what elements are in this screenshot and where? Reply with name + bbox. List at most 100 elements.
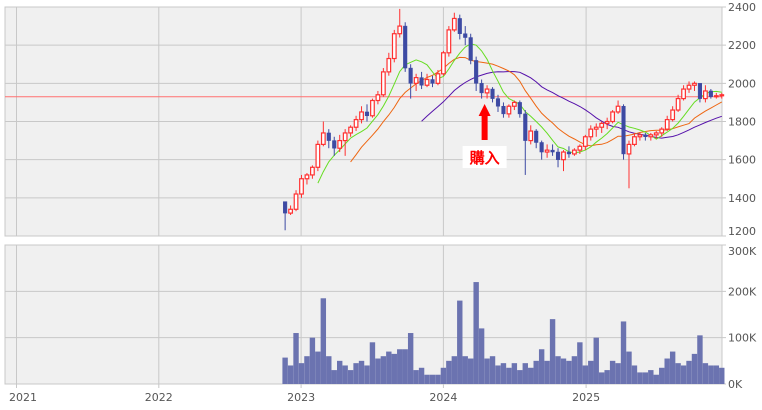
candle-up	[670, 109, 676, 121]
volume-bar	[631, 365, 638, 384]
candle-down	[643, 134, 648, 138]
candle-up	[713, 95, 719, 98]
volume-bar	[669, 351, 676, 384]
candle-down	[403, 25, 408, 69]
volume-bar	[440, 367, 447, 384]
candle-up	[375, 94, 381, 102]
candle-up	[572, 149, 577, 155]
candle-down	[501, 105, 506, 115]
candle-up	[588, 128, 594, 138]
volume-bar	[484, 358, 490, 384]
candle-up	[610, 111, 616, 123]
volume-bar	[451, 356, 458, 384]
candle-down	[479, 83, 484, 94]
volume-bar	[626, 351, 632, 384]
volume-bar	[686, 360, 692, 384]
volume-bar	[386, 351, 392, 384]
candle-up	[599, 122, 605, 128]
volume-bar	[380, 356, 387, 384]
candle-up	[337, 139, 343, 149]
price-tick-label: 1600	[728, 154, 756, 167]
volume-bar	[402, 349, 408, 384]
candle-up	[692, 82, 697, 86]
candle-up	[397, 25, 403, 35]
volume-bar	[598, 372, 605, 384]
price-tick-label: 2400	[728, 1, 756, 14]
volume-bar	[358, 360, 365, 384]
candle-down	[332, 140, 337, 149]
candle-up	[511, 101, 517, 107]
candle-up	[686, 84, 692, 90]
volume-bar	[347, 370, 354, 384]
candle-down	[697, 83, 702, 99]
volume-bar	[418, 367, 425, 384]
volume-bar	[691, 353, 698, 384]
volume-panel: 0K 100K 200K 300K	[4, 244, 757, 391]
volume-bar	[713, 365, 720, 384]
candle-up	[310, 166, 315, 176]
volume-bar	[642, 372, 649, 384]
x-tick-label: 2022	[145, 391, 173, 404]
candle-up	[299, 178, 304, 195]
volume-bar	[478, 328, 485, 384]
buy-label: 購入	[469, 149, 500, 167]
candle-up	[353, 118, 359, 128]
candle-down	[534, 130, 539, 143]
candle-down	[490, 88, 495, 99]
volume-bar	[708, 365, 714, 384]
candle-down	[326, 132, 331, 141]
candle-down	[539, 142, 544, 153]
price-panel: 1200 1400 1600 1800 2000 2200 2400	[4, 1, 756, 238]
candle-up	[320, 132, 326, 145]
volume-bar	[315, 351, 321, 384]
price-tick-label: 1400	[728, 192, 756, 205]
x-axis: 2021 2022 2023 2024 2025	[9, 391, 600, 404]
volume-bar	[528, 367, 534, 384]
moving-average-long	[421, 70, 722, 139]
candle-up	[681, 88, 686, 100]
volume-bar	[544, 360, 550, 384]
volume-bar	[549, 319, 556, 384]
candle-up	[359, 111, 364, 121]
candle-up	[632, 136, 637, 145]
volume-bar	[697, 335, 703, 384]
volume-bar	[719, 367, 725, 384]
volume-bar	[282, 357, 288, 384]
volume-bar	[337, 360, 343, 384]
buy-arrow-icon	[478, 104, 491, 140]
candle-down	[419, 77, 424, 86]
volume-bar	[517, 370, 523, 384]
volume-bar	[659, 367, 665, 384]
volume-bar	[566, 360, 572, 384]
x-tick-label: 2024	[429, 391, 457, 404]
price-tick-label: 2200	[728, 39, 756, 52]
volume-bar	[397, 349, 403, 384]
volume-bar	[555, 356, 561, 384]
volume-bar	[577, 342, 583, 384]
volume-bar	[615, 363, 621, 384]
volume-bar	[495, 365, 501, 384]
volume-bar	[457, 300, 463, 384]
volume-bar	[620, 321, 627, 384]
candle-up	[719, 94, 725, 97]
candle-down	[283, 201, 288, 214]
volume-bar	[462, 356, 468, 384]
volume-bar	[467, 358, 474, 384]
volume-bar	[637, 372, 643, 384]
candle-up	[648, 134, 654, 138]
x-tick-label: 2021	[9, 391, 37, 404]
candle-up	[386, 57, 392, 73]
volume-bar	[342, 365, 348, 384]
volume-bar	[435, 374, 441, 384]
candle-up	[506, 105, 512, 115]
volume-bar	[489, 356, 496, 384]
candle-up	[315, 143, 321, 168]
volume-bar	[407, 333, 414, 384]
candle-down	[430, 79, 435, 84]
candle-down	[474, 60, 479, 84]
candle-down	[408, 67, 413, 84]
volume-bar	[331, 370, 337, 384]
candle-down	[523, 113, 528, 141]
candle-up	[703, 90, 708, 100]
volume-bar	[364, 365, 370, 384]
